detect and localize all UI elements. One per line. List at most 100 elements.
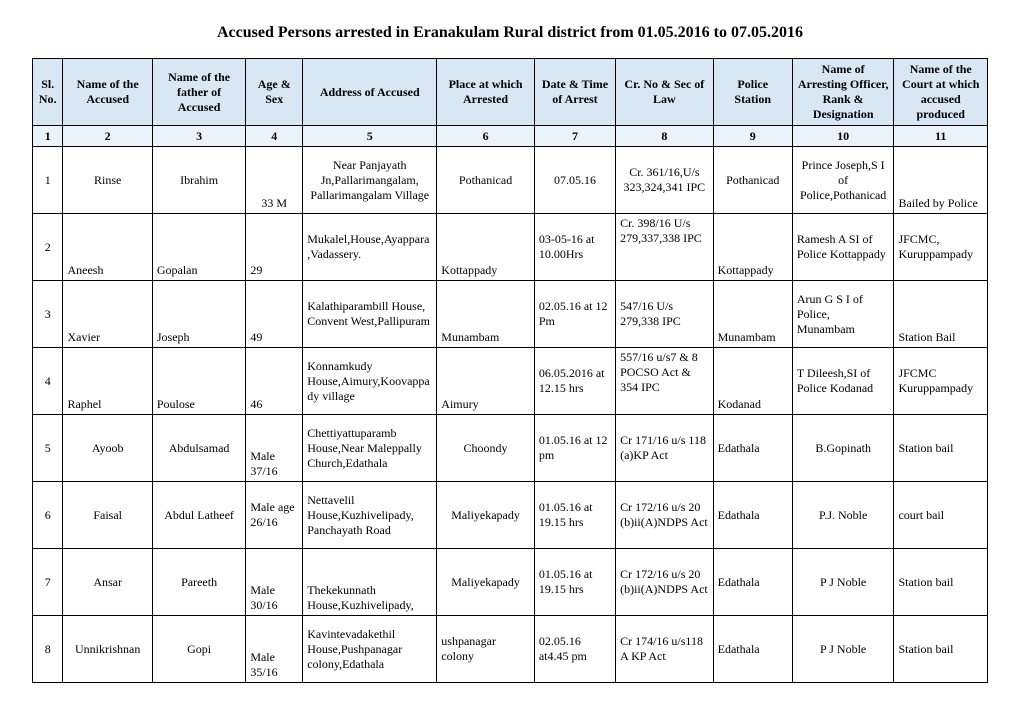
cell-sl: 6 <box>33 482 63 549</box>
cell-name: Raphel <box>63 348 152 415</box>
cell-father: Poulose <box>152 348 245 415</box>
cell-place: Maliyekapady <box>437 549 535 616</box>
table-row: 6 Faisal Abdul Latheef Male age 26/16 Ne… <box>33 482 988 549</box>
cell-age: 29 <box>246 214 303 281</box>
cell-addr: Kalathiparambill House, Convent West,Pal… <box>303 281 437 348</box>
col-place: Place at which Arrested <box>437 59 535 126</box>
cell-dt: 01.05.16 at 12 pm <box>534 415 615 482</box>
cell-place: Maliyekapady <box>437 482 535 549</box>
cell-addr: Thekekunnath House,Kuzhivelipady, <box>303 549 437 616</box>
cell-sl: 8 <box>33 616 63 683</box>
cell-dt: 01.05.16 at 19.15 hrs <box>534 549 615 616</box>
cell-court: JFCMC Kuruppampady <box>894 348 988 415</box>
cell-ps: Edathala <box>713 415 792 482</box>
table-row: 4 Raphel Poulose 46 Konnamkudy House,Aim… <box>33 348 988 415</box>
cell-place: Munambam <box>437 281 535 348</box>
table-row: 2 Aneesh Gopalan 29 Mukalel,House,Ayappa… <box>33 214 988 281</box>
cell-addr: Konnamkudy House,Aimury,Koovappady villa… <box>303 348 437 415</box>
cell-court: Bailed by Police <box>894 147 988 214</box>
cell-cr: Cr 172/16 u/s 20 (b)ii(A)NDPS Act <box>616 482 714 549</box>
cell-father: Gopalan <box>152 214 245 281</box>
col-sl: Sl. No. <box>33 59 63 126</box>
cell-father: Pareeth <box>152 549 245 616</box>
cell-off: B.Gopinath <box>792 415 894 482</box>
num-cell: 5 <box>303 126 437 147</box>
table-header-row: Sl. No. Name of the Accused Name of the … <box>33 59 988 126</box>
cell-cr: Cr 172/16 u/s 20 (b)ii(A)NDPS Act <box>616 549 714 616</box>
cell-cr: Cr. 361/16,U/s 323,324,341 IPC <box>616 147 714 214</box>
col-father: Name of the father of Accused <box>152 59 245 126</box>
cell-off: Arun G S I of Police, Munambam <box>792 281 894 348</box>
num-cell: 1 <box>33 126 63 147</box>
table-number-row: 1 2 3 4 5 6 7 8 9 10 11 <box>33 126 988 147</box>
cell-court: Station bail <box>894 616 988 683</box>
cell-cr: Cr 171/16 u/s 118 (a)KP Act <box>616 415 714 482</box>
num-cell: 6 <box>437 126 535 147</box>
cell-ps: Kodanad <box>713 348 792 415</box>
cell-addr: Chettiyattuparamb House,Near Maleppally … <box>303 415 437 482</box>
cell-father: Joseph <box>152 281 245 348</box>
cell-off: Prince Joseph,S I of Police,Pothanicad <box>792 147 894 214</box>
cell-father: Abdul Latheef <box>152 482 245 549</box>
num-cell: 2 <box>63 126 152 147</box>
cell-place: Choondy <box>437 415 535 482</box>
col-name: Name of the Accused <box>63 59 152 126</box>
cell-addr: Mukalel,House,Ayappara,Vadassery. <box>303 214 437 281</box>
table-row: 3 Xavier Joseph 49 Kalathiparambill Hous… <box>33 281 988 348</box>
cell-court: Station bail <box>894 415 988 482</box>
col-age: Age & Sex <box>246 59 303 126</box>
cell-cr: 547/16 U/s 279,338 IPC <box>616 281 714 348</box>
cell-ps: Kottappady <box>713 214 792 281</box>
col-officer: Name of Arresting Officer, Rank & Design… <box>792 59 894 126</box>
col-ps: Police Station <box>713 59 792 126</box>
cell-dt: 03-05-16 at 10.00Hrs <box>534 214 615 281</box>
cell-off: P.J. Noble <box>792 482 894 549</box>
cell-court: JFCMC, Kuruppampady <box>894 214 988 281</box>
arrests-table: Sl. No. Name of the Accused Name of the … <box>32 58 988 683</box>
col-cr: Cr. No & Sec of Law <box>616 59 714 126</box>
col-court: Name of the Court at which accused produ… <box>894 59 988 126</box>
cell-ps: Edathala <box>713 482 792 549</box>
cell-father: Ibrahim <box>152 147 245 214</box>
cell-cr: Cr. 398/16 U/s 279,337,338 IPC <box>616 214 714 281</box>
cell-ps: Edathala <box>713 549 792 616</box>
cell-addr: Nettavelil House,Kuzhivelipady, Panchaya… <box>303 482 437 549</box>
cell-age: Male 35/16 <box>246 616 303 683</box>
cell-sl: 3 <box>33 281 63 348</box>
cell-ps: Munambam <box>713 281 792 348</box>
cell-age: 46 <box>246 348 303 415</box>
cell-sl: 4 <box>33 348 63 415</box>
cell-off: P J Noble <box>792 549 894 616</box>
cell-name: Unnikrishnan <box>63 616 152 683</box>
cell-age: Male age 26/16 <box>246 482 303 549</box>
cell-dt: 01.05.16 at 19.15 hrs <box>534 482 615 549</box>
num-cell: 11 <box>894 126 988 147</box>
cell-name: Xavier <box>63 281 152 348</box>
cell-sl: 7 <box>33 549 63 616</box>
cell-sl: 5 <box>33 415 63 482</box>
cell-dt: 06.05.2016 at 12.15 hrs <box>534 348 615 415</box>
cell-dt: 07.05.16 <box>534 147 615 214</box>
cell-name: Faisal <box>63 482 152 549</box>
cell-name: Rinse <box>63 147 152 214</box>
cell-off: P J Noble <box>792 616 894 683</box>
cell-cr: Cr 174/16 u/s118 A KP Act <box>616 616 714 683</box>
num-cell: 10 <box>792 126 894 147</box>
num-cell: 7 <box>534 126 615 147</box>
cell-dt: 02.05.16 at4.45 pm <box>534 616 615 683</box>
cell-father: Abdulsamad <box>152 415 245 482</box>
col-address: Address of Accused <box>303 59 437 126</box>
cell-name: Ayoob <box>63 415 152 482</box>
cell-cr: 557/16 u/s7 & 8 POCSO Act & 354 IPC <box>616 348 714 415</box>
cell-off: T Dileesh,SI of Police Kodanad <box>792 348 894 415</box>
num-cell: 8 <box>616 126 714 147</box>
cell-off: Ramesh A SI of Police Kottappady <box>792 214 894 281</box>
cell-place: Kottappady <box>437 214 535 281</box>
cell-father: Gopi <box>152 616 245 683</box>
cell-addr: Near Panjayath Jn,Pallarimangalam, Palla… <box>303 147 437 214</box>
table-row: 5 Ayoob Abdulsamad Male 37/16 Chettiyatt… <box>33 415 988 482</box>
cell-addr: Kavintevadakethil House,Pushpanagar colo… <box>303 616 437 683</box>
cell-sl: 1 <box>33 147 63 214</box>
table-row: 8 Unnikrishnan Gopi Male 35/16 Kavinteva… <box>33 616 988 683</box>
page-title: Accused Persons arrested in Eranakulam R… <box>32 24 988 42</box>
